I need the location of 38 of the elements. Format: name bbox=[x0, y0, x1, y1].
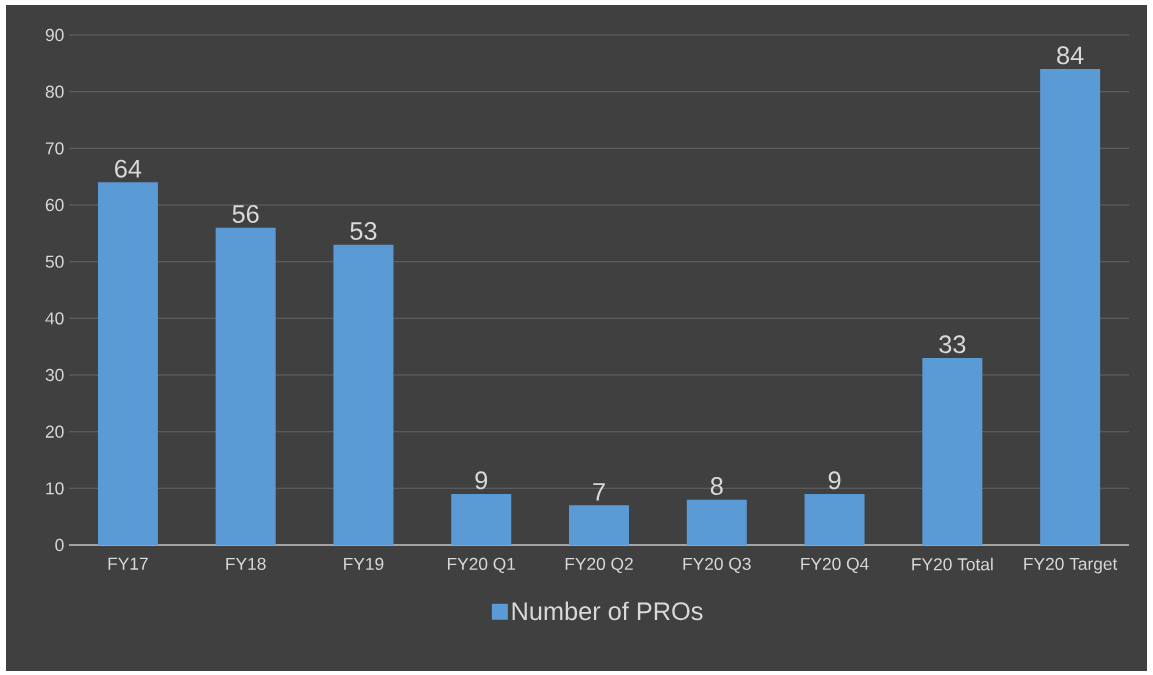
x-tick-label: FY17 bbox=[108, 557, 148, 570]
data-label: 7 bbox=[593, 483, 605, 501]
data-label: 33 bbox=[939, 335, 966, 354]
data-label: 9 bbox=[828, 471, 841, 490]
x-tick-label: FY20 Q4 bbox=[801, 557, 869, 574]
bar bbox=[97, 182, 158, 545]
data-label: 56 bbox=[232, 205, 259, 223]
y-tick-label: 20 bbox=[45, 425, 64, 438]
x-tick-label: FY20 Q3 bbox=[683, 557, 751, 574]
y-tick-label: 40 bbox=[45, 312, 64, 325]
data-label: 53 bbox=[350, 222, 377, 240]
bar bbox=[569, 505, 630, 545]
data-label: 9 bbox=[475, 471, 488, 490]
y-tick-label: 0 bbox=[55, 538, 64, 552]
bar bbox=[333, 244, 394, 545]
y-tick-label: 10 bbox=[46, 482, 64, 495]
bar bbox=[922, 358, 983, 545]
bar bbox=[451, 494, 512, 545]
data-label: 64 bbox=[115, 159, 142, 178]
y-tick-label: 90 bbox=[45, 28, 64, 42]
legend-label: Number of PROs bbox=[512, 601, 703, 621]
x-tick-label: FY20 Q1 bbox=[447, 557, 516, 574]
y-tick-label: 80 bbox=[45, 85, 64, 98]
x-tick-label: FY19 bbox=[344, 557, 384, 570]
y-tick-label: 60 bbox=[45, 198, 64, 212]
y-tick-label: 50 bbox=[45, 255, 64, 268]
bar bbox=[686, 499, 747, 545]
data-label: 8 bbox=[710, 477, 723, 495]
bar bbox=[804, 494, 865, 545]
y-tick-label: 30 bbox=[45, 368, 64, 382]
y-tick-label: 70 bbox=[45, 142, 64, 155]
x-tick-label: FY20 Total bbox=[912, 557, 993, 571]
x-tick-label: FY18 bbox=[226, 557, 266, 570]
x-tick-label: FY20 Target bbox=[1024, 557, 1118, 574]
x-tick-label: FY20 Q2 bbox=[565, 557, 633, 574]
bar bbox=[215, 227, 276, 545]
bar bbox=[1040, 69, 1101, 545]
data-label: 84 bbox=[1057, 46, 1084, 65]
